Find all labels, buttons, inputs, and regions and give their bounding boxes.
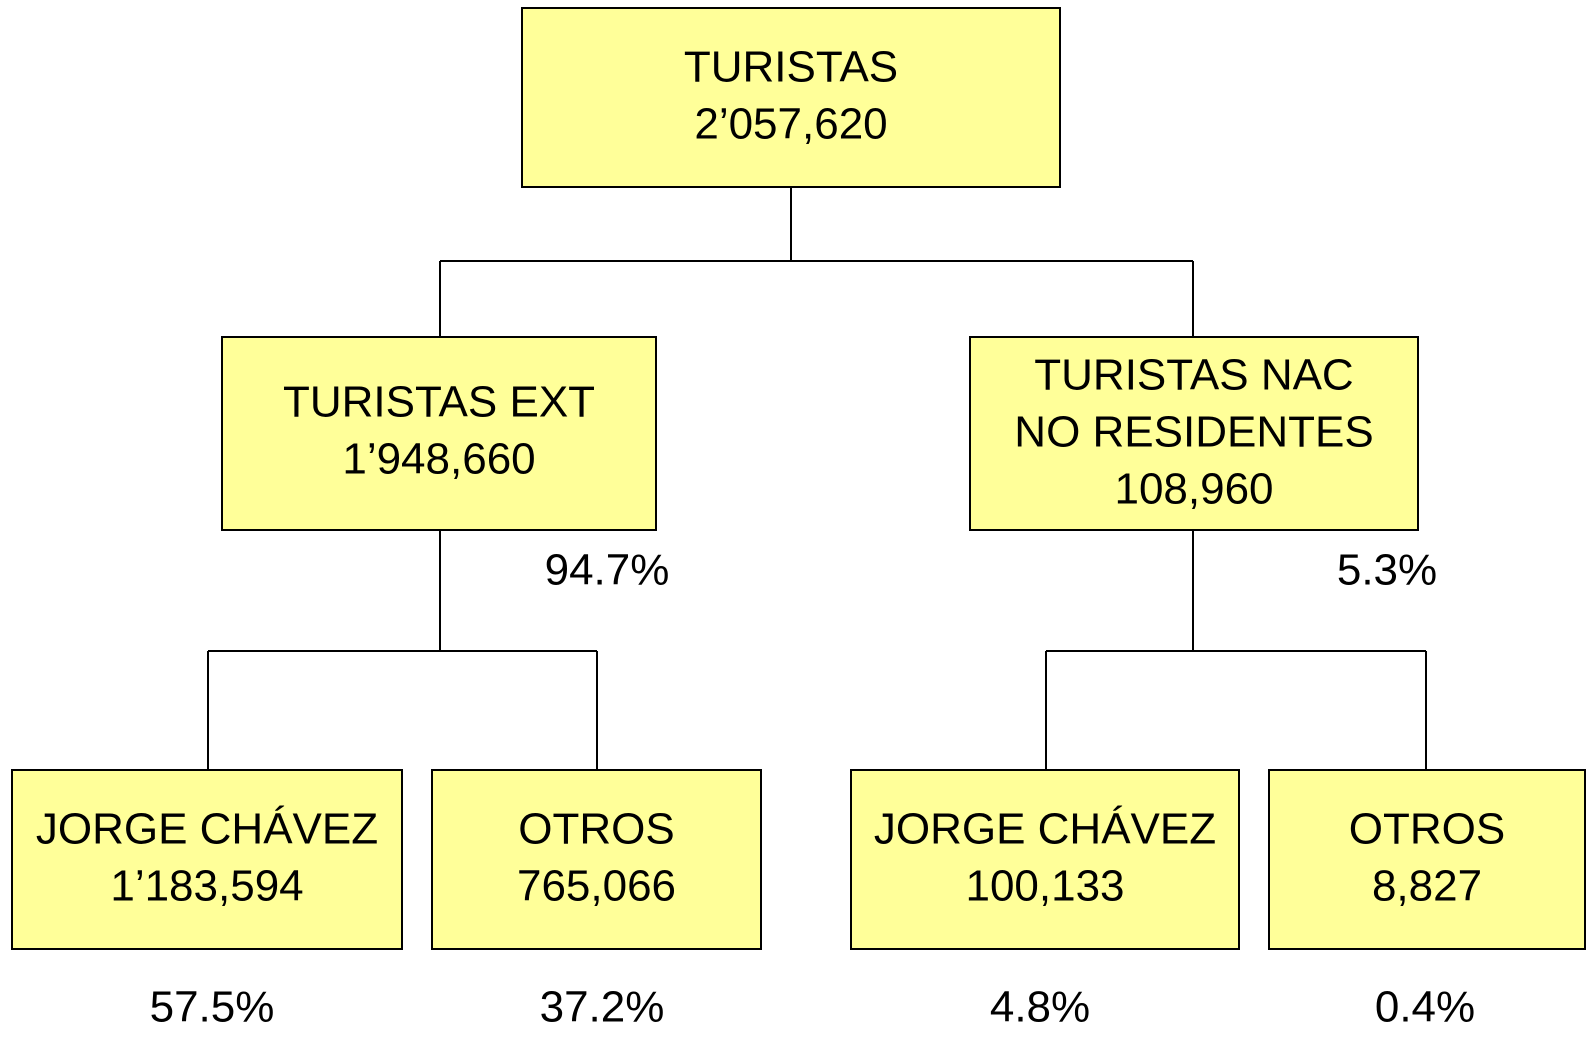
node-share: 57.5% — [150, 983, 275, 1032]
node-box — [221, 336, 657, 531]
node-share: 0.4% — [1375, 983, 1475, 1032]
node: JORGE CHÁVEZ 100,133 — [850, 769, 1240, 950]
node-label: OTROS — [518, 805, 674, 854]
node-box — [969, 336, 1419, 531]
node-box — [850, 769, 1240, 950]
node: OTROS 8,827 — [1268, 769, 1586, 950]
node-value: 1’183,594 — [110, 862, 303, 911]
node-label: TURISTAS — [684, 43, 898, 92]
node-share: 5.3% — [1337, 546, 1437, 595]
node-label: NO RESIDENTES — [1014, 408, 1373, 457]
node-box — [1268, 769, 1586, 950]
node-value: 2’057,620 — [694, 100, 887, 149]
node-share: 4.8% — [990, 983, 1090, 1032]
node-label: OTROS — [1349, 805, 1505, 854]
node: TURISTAS EXT 1’948,660 — [221, 336, 657, 531]
node-label: TURISTAS NAC — [1034, 351, 1353, 400]
node: OTROS 765,066 — [431, 769, 762, 950]
node-value: 108,960 — [1114, 465, 1273, 514]
node-value: 8,827 — [1372, 862, 1482, 911]
node-box — [11, 769, 403, 950]
node-label: JORGE CHÁVEZ — [36, 805, 378, 854]
node: TURISTAS 2’057,620 — [521, 7, 1061, 188]
node-share: 94.7% — [545, 546, 670, 595]
node-value: 100,133 — [965, 862, 1124, 911]
node-value: 765,066 — [517, 862, 676, 911]
node-label: TURISTAS EXT — [283, 378, 595, 427]
connectors — [207, 187, 1427, 770]
node-label: JORGE CHÁVEZ — [874, 805, 1216, 854]
node: JORGE CHÁVEZ 1’183,594 — [11, 769, 403, 950]
node-share: 37.2% — [540, 983, 665, 1032]
node-box — [431, 769, 762, 950]
node-box — [521, 7, 1061, 188]
node: TURISTAS NAC NO RESIDENTES 108,960 — [969, 336, 1419, 531]
node-value: 1’948,660 — [342, 435, 535, 484]
